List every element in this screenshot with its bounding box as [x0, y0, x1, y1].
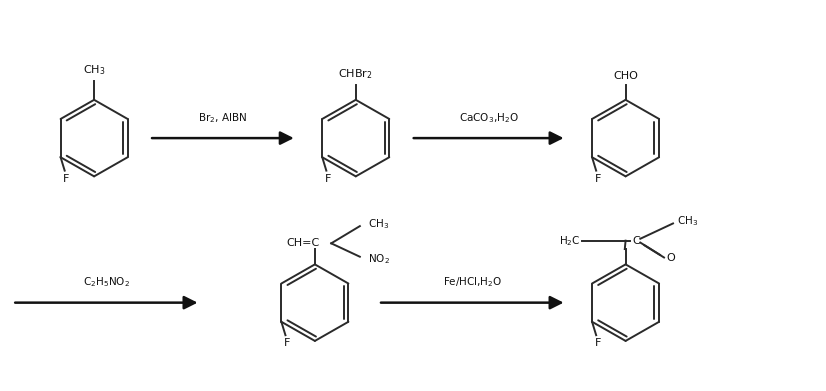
- Text: CHO: CHO: [613, 71, 638, 81]
- Text: F: F: [325, 174, 331, 184]
- Text: CH$_3$: CH$_3$: [368, 217, 389, 231]
- Text: H$_2$C: H$_2$C: [559, 234, 581, 248]
- Text: F: F: [63, 174, 69, 184]
- Text: Fe/HCl,H$_2$O: Fe/HCl,H$_2$O: [443, 275, 502, 289]
- Text: Br$_2$, AIBN: Br$_2$, AIBN: [198, 111, 248, 125]
- Text: F: F: [595, 174, 601, 184]
- Text: C$_2$H$_5$NO$_2$: C$_2$H$_5$NO$_2$: [83, 275, 130, 289]
- Text: CH=C: CH=C: [287, 239, 320, 248]
- Text: F: F: [595, 338, 601, 348]
- Text: O: O: [667, 253, 675, 263]
- Text: C: C: [632, 236, 640, 246]
- Text: CH$_3$: CH$_3$: [83, 63, 106, 77]
- Text: NO$_2$: NO$_2$: [368, 252, 390, 265]
- Text: CaCO$_3$,H$_2$O: CaCO$_3$,H$_2$O: [458, 111, 519, 125]
- Text: CH$_3$: CH$_3$: [677, 215, 698, 228]
- Text: CHBr$_2$: CHBr$_2$: [339, 67, 373, 81]
- Text: F: F: [284, 338, 290, 348]
